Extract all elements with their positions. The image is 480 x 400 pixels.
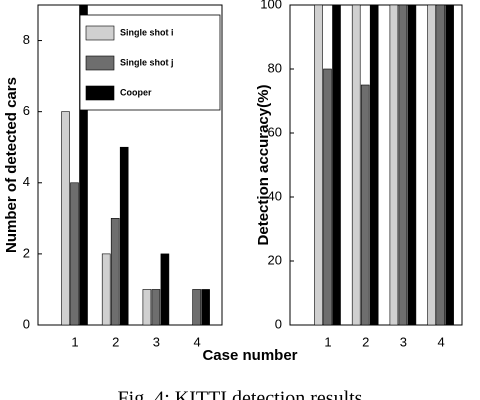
y-tick-label: 0: [275, 316, 282, 331]
bar: [398, 4, 408, 326]
bar: [119, 146, 129, 326]
bar: [369, 4, 379, 326]
legend-swatch: [85, 85, 115, 101]
y-tick-label: 4: [23, 174, 30, 189]
bar: [427, 4, 436, 326]
x-tick-label: 4: [193, 334, 200, 349]
bar: [79, 4, 88, 326]
bar: [70, 182, 79, 326]
x-tick-label: 2: [112, 334, 119, 349]
bar: [314, 4, 323, 326]
y-tick-label: 20: [268, 252, 282, 267]
y-tick-label: 40: [268, 188, 282, 203]
bar: [323, 68, 332, 326]
bar: [351, 4, 361, 326]
bar: [389, 4, 399, 326]
bar: [110, 218, 120, 326]
bar: [407, 4, 417, 326]
bar: [151, 289, 161, 326]
y-tick-label: 100: [260, 0, 282, 11]
bar: [142, 289, 152, 326]
bar: [332, 4, 341, 326]
bar: [192, 289, 201, 326]
legend-label: Single shot j: [120, 57, 174, 67]
legend-label: Cooper: [120, 87, 152, 97]
y-tick-label: 0: [23, 316, 30, 331]
plot-frame: [37, 4, 223, 326]
y-axis-label: Detection accuracy(%): [255, 85, 272, 246]
x-tick-label: 4: [437, 334, 444, 349]
legend-label: Single shot i: [120, 27, 174, 37]
bar: [101, 253, 111, 326]
x-tick-label: 2: [362, 334, 369, 349]
bar: [160, 253, 170, 326]
bar: [201, 289, 210, 326]
bar: [61, 111, 70, 326]
bar: [445, 4, 454, 326]
x-axis-label: Case number: [202, 347, 297, 364]
caption: Fig. 4: KITTI detection results: [118, 388, 363, 400]
legend-swatch: [85, 25, 115, 41]
y-tick-label: 2: [23, 245, 30, 260]
x-tick-label: 1: [324, 334, 331, 349]
bar: [360, 84, 370, 326]
x-tick-label: 1: [71, 334, 78, 349]
x-tick-label: 3: [400, 334, 407, 349]
y-tick-label: 60: [268, 124, 282, 139]
y-tick-label: 80: [268, 60, 282, 75]
bar: [436, 4, 445, 326]
x-tick-label: 3: [153, 334, 160, 349]
y-tick-label: 6: [23, 103, 30, 118]
y-axis-label: Number of detected cars: [3, 77, 20, 253]
y-tick-label: 8: [23, 32, 30, 47]
legend-swatch: [85, 55, 115, 71]
